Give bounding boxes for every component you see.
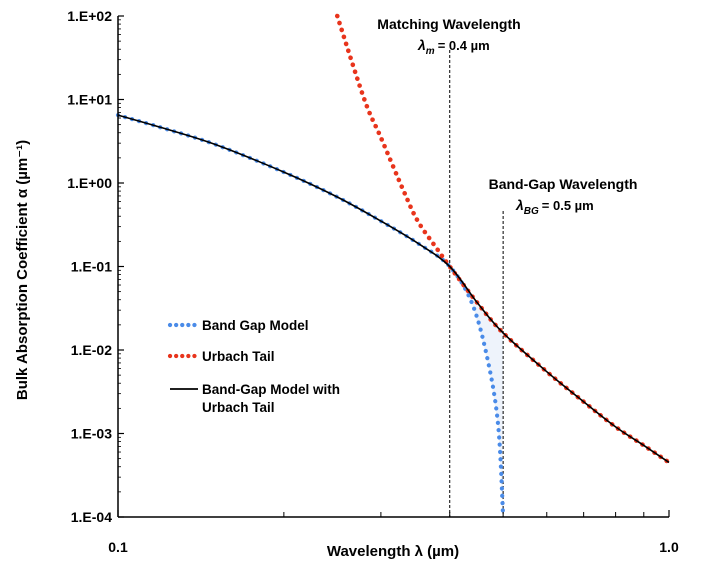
- legend-label: Band-Gap Model with Urbach Tail: [202, 382, 340, 415]
- y-axis-title: Bulk Absorption Coefficient α (µm⁻¹): [14, 140, 31, 400]
- axes-layer: [117, 15, 670, 518]
- annotation-value: λBG = 0.5 µm: [515, 197, 594, 217]
- y-tick-label: 1.E-01: [71, 259, 112, 275]
- y-tick-label: 1.E-04: [71, 509, 112, 525]
- x-tick-label: 0.1: [108, 539, 128, 555]
- tick-labels-layer: 1.E-04 1.E-03 1.E-02 1.E-01 1.E+00 1.E+01 1.E+…: [67, 8, 679, 555]
- annotation-lines-layer: [449, 50, 504, 517]
- shaded-region: [449, 266, 504, 517]
- x-tick-label: 1.0: [659, 539, 679, 555]
- y-tick-label: 1.E+00: [67, 175, 112, 191]
- annotation-title: Band-Gap Wavelength: [489, 176, 638, 192]
- series-layer: [115, 13, 672, 520]
- legend-label: Band Gap Model: [202, 318, 309, 333]
- series-band-gap-model-with-urbach-tail: [117, 114, 670, 464]
- annotation-title: Matching Wavelength: [377, 16, 520, 32]
- y-tick-label: 1.E+01: [67, 92, 112, 108]
- y-tick-label: 1.E-02: [71, 342, 112, 358]
- annotation-value: λm = 0.4 µm: [417, 37, 490, 57]
- series-band-gap-model: [115, 113, 506, 520]
- annotations-layer: Matching Wavelength λm = 0.4 µm Band-Gap Wa…: [377, 16, 637, 217]
- y-tick-label: 1.E-03: [71, 426, 112, 442]
- y-tick-label: 1.E+02: [67, 8, 112, 24]
- legend: Band Gap Model Urbach Tail Band-Gap Model …: [167, 318, 340, 415]
- shaded-region-layer: [449, 266, 504, 517]
- x-axis-title: Wavelength λ (µm): [327, 543, 459, 560]
- legend-label: Urbach Tail: [202, 349, 275, 364]
